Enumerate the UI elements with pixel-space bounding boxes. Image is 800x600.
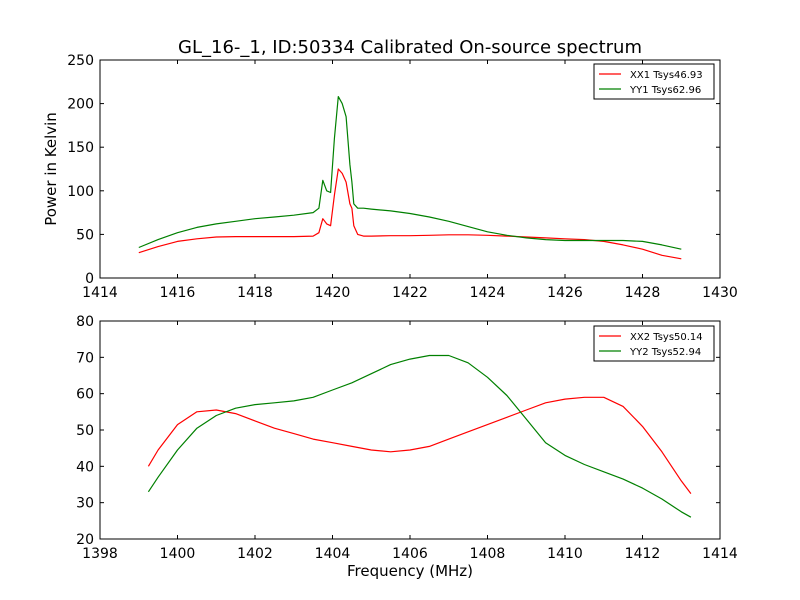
y-tick-label: 40 bbox=[76, 459, 94, 475]
legend-label-1: XX2 Tsys50.14 bbox=[630, 332, 703, 343]
y-tick-label: 50 bbox=[76, 227, 94, 243]
x-tick-label: 1424 bbox=[470, 285, 506, 301]
x-tick-label: 1406 bbox=[392, 546, 428, 562]
x-tick-label: 1414 bbox=[82, 285, 118, 301]
x-tick-label: 1404 bbox=[315, 546, 351, 562]
y-tick-label: 200 bbox=[67, 97, 94, 113]
y-axis-label: Power in Kelvin bbox=[42, 112, 60, 226]
series-line-2 bbox=[138, 96, 682, 250]
legend-label-2: YY1 Tsys62.96 bbox=[629, 85, 701, 96]
legend: XX1 Tsys46.93 YY1 Tsys62.96 bbox=[593, 63, 715, 100]
x-tick-label: 1416 bbox=[160, 285, 196, 301]
y-tick-label: 60 bbox=[76, 387, 94, 403]
y-tick-label: 70 bbox=[76, 350, 94, 366]
x-tick-label: 1412 bbox=[625, 546, 661, 562]
series-line-2 bbox=[147, 354, 692, 518]
series-line-1 bbox=[138, 168, 682, 260]
x-tick-label: 1402 bbox=[237, 546, 273, 562]
x-tick-label: 1426 bbox=[547, 285, 583, 301]
legend-label-2: YY2 Tsys52.94 bbox=[629, 347, 701, 358]
x-tick-label: 1408 bbox=[470, 546, 506, 562]
x-tick-label: 1430 bbox=[702, 285, 738, 301]
y-tick-label: 0 bbox=[85, 271, 94, 287]
x-axis-label: Frequency (MHz) bbox=[347, 562, 473, 580]
x-tick-label: 1398 bbox=[82, 546, 118, 562]
x-tick-label: 1414 bbox=[702, 546, 738, 562]
series-lines bbox=[147, 354, 692, 518]
chart-panel-1: 1414 1416 1418 1420 1422 1424 1426 1428 1430 0 50 1… bbox=[42, 53, 738, 301]
figure-title: GL_16-_1, ID:50334 Calibrated On-source … bbox=[178, 37, 642, 58]
y-tick-label: 80 bbox=[76, 314, 94, 330]
x-tick-label: 1410 bbox=[547, 546, 583, 562]
legend-label-1: XX1 Tsys46.93 bbox=[630, 70, 703, 81]
x-tick-label: 1428 bbox=[625, 285, 661, 301]
x-tick-label: 1420 bbox=[315, 285, 351, 301]
y-tick-label: 150 bbox=[67, 140, 94, 156]
x-tick-label: 1422 bbox=[392, 285, 428, 301]
legend: XX2 Tsys50.14 YY2 Tsys52.94 bbox=[593, 325, 715, 362]
series-lines bbox=[138, 96, 682, 260]
x-tick-label: 1418 bbox=[237, 285, 273, 301]
legend-box bbox=[593, 63, 715, 100]
chart-panel-2: 1398 1400 1402 1404 1406 1408 1410 1412 1414 20 30… bbox=[76, 314, 738, 580]
series-line-1 bbox=[147, 396, 692, 494]
legend-box bbox=[593, 325, 715, 362]
y-tick-label: 30 bbox=[76, 496, 94, 512]
plot-panels: 1414 1416 1418 1420 1422 1424 1426 1428 14300501… bbox=[42, 53, 738, 580]
y-tick-label: 250 bbox=[67, 53, 94, 69]
x-tick-label: 1400 bbox=[160, 546, 196, 562]
y-tick-label: 20 bbox=[76, 532, 94, 548]
y-tick-label: 100 bbox=[67, 184, 94, 200]
y-tick-label: 50 bbox=[76, 423, 94, 439]
